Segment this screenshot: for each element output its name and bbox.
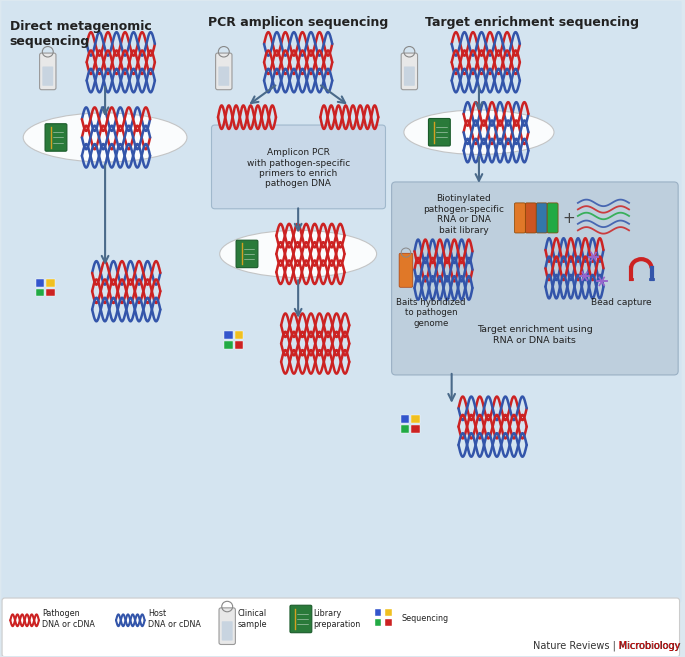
FancyBboxPatch shape (1, 0, 210, 603)
FancyBboxPatch shape (236, 240, 258, 267)
FancyBboxPatch shape (392, 182, 678, 375)
FancyBboxPatch shape (547, 203, 558, 233)
Bar (47, 288, 55, 296)
Text: +: + (562, 211, 575, 226)
Bar (385, 609, 392, 616)
Bar (235, 331, 243, 339)
Ellipse shape (404, 110, 554, 154)
Text: Clinical
sample: Clinical sample (238, 609, 267, 629)
FancyBboxPatch shape (404, 66, 415, 86)
FancyBboxPatch shape (219, 608, 236, 645)
FancyBboxPatch shape (290, 605, 312, 633)
Text: Nature Reviews | Microbiology: Nature Reviews | Microbiology (532, 641, 680, 651)
Text: Amplicon PCR
with pathogen-specific
primers to enrich
pathogen DNA: Amplicon PCR with pathogen-specific prim… (247, 148, 350, 189)
FancyBboxPatch shape (42, 66, 53, 86)
Text: Bead capture: Bead capture (590, 298, 651, 307)
Bar (235, 341, 243, 349)
FancyBboxPatch shape (399, 253, 413, 287)
Text: Sequencing: Sequencing (402, 614, 449, 623)
Bar (375, 609, 382, 616)
FancyBboxPatch shape (208, 0, 389, 603)
Bar (47, 279, 55, 286)
FancyBboxPatch shape (40, 53, 56, 90)
Bar (412, 424, 420, 432)
Bar (412, 415, 420, 422)
Text: Baits hybridized
to pathogen
genome: Baits hybridized to pathogen genome (397, 298, 466, 328)
Bar (375, 619, 382, 625)
Bar (225, 341, 233, 349)
FancyBboxPatch shape (387, 0, 682, 603)
Text: Biotinylated
pathogen-specific
RNA or DNA
bait library: Biotinylated pathogen-specific RNA or DN… (423, 194, 504, 235)
Text: Library
preparation: Library preparation (313, 609, 360, 629)
FancyBboxPatch shape (212, 125, 386, 209)
Text: Pathogen
DNA or cDNA: Pathogen DNA or cDNA (42, 609, 95, 629)
FancyBboxPatch shape (222, 622, 233, 641)
FancyBboxPatch shape (536, 203, 547, 233)
Bar (401, 424, 410, 432)
FancyBboxPatch shape (525, 203, 536, 233)
Text: Direct metagenomic
sequencing: Direct metagenomic sequencing (10, 20, 151, 48)
FancyBboxPatch shape (428, 118, 450, 146)
Ellipse shape (23, 113, 187, 162)
FancyBboxPatch shape (45, 124, 67, 151)
FancyBboxPatch shape (2, 598, 680, 657)
Bar (36, 288, 45, 296)
FancyBboxPatch shape (216, 53, 232, 90)
Bar (225, 331, 233, 339)
FancyBboxPatch shape (401, 53, 418, 90)
Text: Target enrichment sequencing: Target enrichment sequencing (425, 16, 639, 29)
Bar (401, 415, 410, 422)
Ellipse shape (220, 231, 377, 277)
Text: PCR amplicon sequencing: PCR amplicon sequencing (208, 16, 388, 29)
Text: Target enrichment using
RNA or DNA baits: Target enrichment using RNA or DNA baits (477, 325, 593, 345)
FancyBboxPatch shape (514, 203, 525, 233)
Text: Host
DNA or cDNA: Host DNA or cDNA (148, 609, 201, 629)
FancyBboxPatch shape (219, 66, 229, 86)
Text: Microbiology: Microbiology (534, 641, 680, 651)
Bar (36, 279, 45, 286)
Bar (385, 619, 392, 625)
